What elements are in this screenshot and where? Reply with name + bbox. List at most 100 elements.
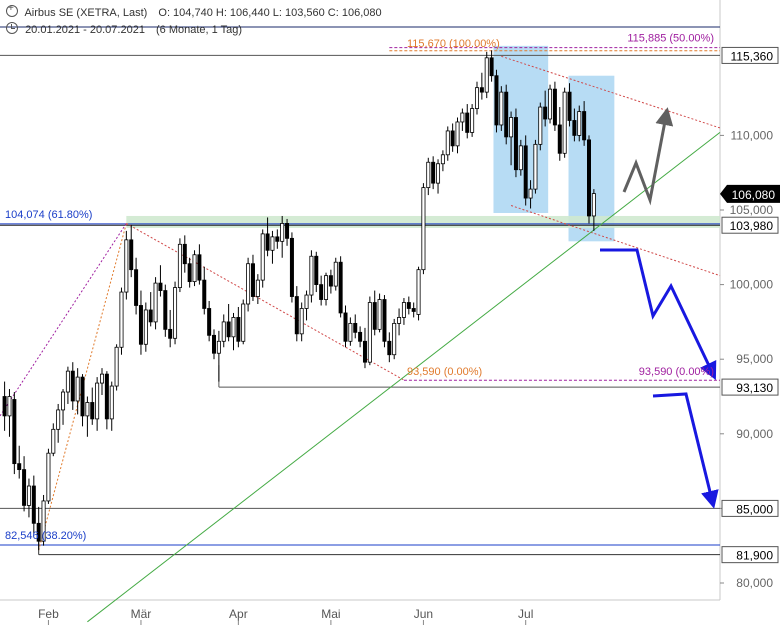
candle-body	[562, 91, 567, 154]
candle-body	[104, 373, 109, 420]
candle-body	[353, 322, 358, 333]
ohlc-values: O: 104,740 H: 106,440 L: 103,560 C: 106,…	[158, 7, 382, 19]
candle-body	[153, 282, 158, 323]
clock-icon[interactable]	[6, 22, 18, 34]
candle-body	[46, 452, 51, 502]
candle-body	[95, 382, 100, 420]
level-price-tag	[721, 378, 779, 396]
candle-body	[587, 139, 592, 217]
candle-body	[538, 106, 543, 145]
candle-body	[523, 145, 528, 199]
candle-body	[285, 223, 290, 239]
candle-body	[260, 233, 265, 281]
candle-body	[138, 305, 143, 345]
candle-body	[382, 299, 387, 342]
instrument-name: Airbus SE (XETRA, Last)	[24, 7, 148, 19]
candle-body	[65, 370, 70, 393]
last-price-tag	[720, 184, 780, 203]
candle-body	[85, 402, 90, 417]
consolidation-box	[568, 75, 615, 242]
y-tick-label: 100,000	[730, 278, 774, 292]
candle-body	[397, 317, 402, 324]
bearish-scenario-arrow	[652, 392, 719, 509]
x-tick-label: Apr	[229, 607, 248, 621]
candle-body	[543, 106, 548, 120]
candle-body	[333, 261, 338, 287]
range-header: 20.01.2021 - 20.07.2021 (6 Monate, 1 Tag…	[6, 22, 242, 36]
candle-body	[114, 346, 119, 387]
fib-purple-low-label: 93,590 (0.00%)	[639, 366, 714, 378]
candle-body	[445, 130, 450, 156]
candle-body	[17, 463, 22, 471]
candle-body	[143, 309, 148, 345]
candle-body	[572, 120, 577, 136]
candle-body	[31, 485, 36, 524]
candle-body	[36, 522, 41, 542]
candle-body	[7, 396, 12, 417]
candle-body	[552, 88, 557, 126]
candle-body	[416, 269, 421, 315]
candle-body	[280, 223, 285, 242]
x-tick-label: Feb	[38, 607, 59, 621]
x-tick-label: Mai	[321, 607, 340, 621]
candle-body	[289, 237, 294, 297]
candle-body	[518, 145, 523, 171]
y-tick-label: 80,000	[736, 576, 773, 590]
fib-orange-low-label: 93,590 (0.00%)	[407, 366, 482, 378]
candle-body	[387, 340, 392, 356]
candle-body	[207, 308, 212, 336]
candle-body	[309, 255, 314, 296]
x-tick-label: Mär	[131, 607, 152, 621]
candle-body	[90, 402, 95, 420]
candle-body	[294, 296, 299, 335]
candle-body	[192, 254, 197, 283]
y-tick-label: 105,000	[730, 203, 774, 217]
candle-body	[474, 87, 479, 109]
candle-body	[70, 370, 75, 402]
candle-body	[299, 308, 304, 335]
fib-purple-high-label: 115,885 (50.00%)	[627, 33, 714, 45]
level-price-label: 93,130	[736, 381, 773, 395]
y-tick-label: 110,000	[731, 128, 774, 142]
candle-body	[119, 291, 124, 348]
candle-body	[216, 340, 221, 354]
candle-body	[275, 236, 280, 242]
fib-orange-high-label: 115,670 (100.00%)	[407, 38, 500, 50]
candle-body	[324, 275, 329, 300]
candle-body	[343, 312, 348, 342]
candle-body	[582, 111, 587, 141]
candle-body	[479, 87, 484, 93]
candle-body	[226, 321, 231, 338]
y-tick-label: 95,000	[736, 352, 773, 366]
candle-body	[304, 294, 309, 309]
level-price-tag	[721, 499, 779, 517]
candle-body	[338, 261, 343, 314]
level-price-label: 103,980	[730, 219, 774, 233]
candle-body	[411, 308, 416, 312]
candle-body	[436, 163, 441, 184]
candle-body	[328, 275, 333, 287]
level-price-label: 115,360	[731, 49, 774, 63]
x-tick-label: Jul	[518, 607, 533, 621]
fib-382-label: 82,546 (38.20%)	[5, 530, 86, 542]
candle-body	[26, 485, 31, 506]
candle-body	[241, 303, 246, 342]
candle-body	[450, 130, 455, 147]
candle-body	[548, 88, 553, 120]
candle-body	[372, 302, 377, 330]
level-price-label: 81,900	[736, 549, 773, 563]
candle-body	[109, 385, 114, 420]
candle-body	[2, 396, 7, 417]
bearish-scenario-arrow	[600, 248, 717, 381]
level-price-tag	[721, 46, 779, 64]
candle-body	[41, 500, 46, 542]
candle-body	[134, 269, 139, 306]
candle-body	[577, 111, 582, 136]
candle-body	[246, 263, 251, 305]
candle-body	[484, 57, 489, 93]
last-price-label: 106,080	[732, 188, 776, 202]
y-tick-label: 90,000	[736, 427, 773, 441]
candle-body	[455, 121, 460, 147]
candle-body	[250, 263, 255, 297]
add-indicator-icon[interactable]	[6, 3, 18, 17]
